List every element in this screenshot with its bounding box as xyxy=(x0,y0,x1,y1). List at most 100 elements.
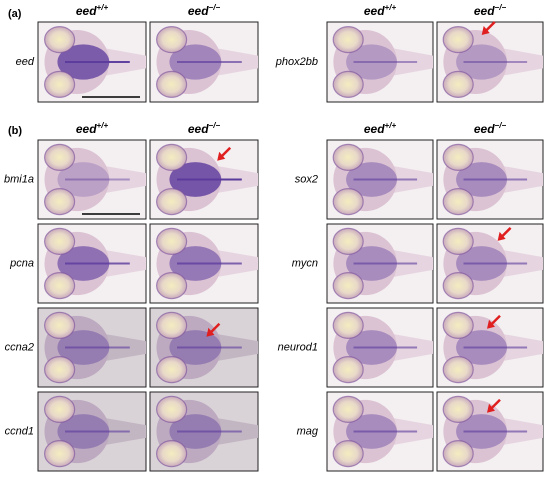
gene-label: pcna xyxy=(9,257,34,269)
eye xyxy=(332,25,364,54)
genotype: −/− xyxy=(209,121,221,130)
eye xyxy=(43,272,76,300)
genotype: +/+ xyxy=(385,121,397,130)
embryo-image xyxy=(326,21,434,103)
gene-name: eed xyxy=(76,4,97,18)
column-header: eed+/+ xyxy=(364,121,397,136)
embryo-image xyxy=(149,21,259,103)
genotype: +/+ xyxy=(97,3,109,12)
embryo-image xyxy=(149,307,259,388)
embryo-image xyxy=(149,139,259,220)
eye xyxy=(332,70,364,99)
embryo-image xyxy=(326,391,434,472)
gene-name: eed xyxy=(474,122,495,136)
eye xyxy=(442,272,474,300)
eye xyxy=(43,70,76,99)
gene-name: eed xyxy=(188,4,209,18)
gene-label: bmi1a xyxy=(4,173,34,185)
eye xyxy=(43,227,76,255)
eye xyxy=(442,143,474,171)
embryo-image xyxy=(436,21,544,103)
embryo-image xyxy=(37,391,147,472)
gene-label: mag xyxy=(297,425,319,437)
embryo-image xyxy=(149,223,259,304)
red-arrowhead xyxy=(217,151,226,161)
eye xyxy=(43,188,76,216)
embryo-image xyxy=(149,391,259,472)
eye xyxy=(156,25,188,54)
embryo-image xyxy=(436,139,544,220)
red-arrowhead xyxy=(497,231,506,241)
eye xyxy=(156,311,188,339)
genotype: −/− xyxy=(495,3,507,12)
gene-label: ccna2 xyxy=(5,341,34,353)
eye xyxy=(156,356,188,384)
eye xyxy=(43,440,76,468)
eye xyxy=(332,311,364,339)
eye xyxy=(43,395,76,423)
column-header: eed−/− xyxy=(474,121,507,136)
gene-label: mycn xyxy=(292,257,318,269)
eye xyxy=(332,188,364,216)
eye xyxy=(156,395,188,423)
gene-name: eed xyxy=(76,122,97,136)
embryo-image xyxy=(37,139,147,220)
column-header: eed+/+ xyxy=(364,3,397,18)
red-arrowhead xyxy=(487,403,495,413)
genotype: +/+ xyxy=(97,121,109,130)
eye xyxy=(43,311,76,339)
embryo-image xyxy=(436,391,544,472)
panel-label: (a) xyxy=(8,8,22,20)
eye xyxy=(442,356,474,384)
gene-label: ccnd1 xyxy=(5,425,34,437)
eye xyxy=(43,25,76,54)
eye xyxy=(442,70,474,99)
stain xyxy=(57,162,110,197)
eye xyxy=(442,188,474,216)
gene-name: eed xyxy=(474,4,495,18)
embryo-image xyxy=(37,307,147,388)
column-header: eed−/− xyxy=(188,121,221,136)
red-arrowhead xyxy=(481,26,490,35)
genotype: −/− xyxy=(495,121,507,130)
embryo-image xyxy=(436,307,544,388)
gene-name: eed xyxy=(364,122,385,136)
genotype: −/− xyxy=(209,3,221,12)
eye xyxy=(156,188,188,216)
eye xyxy=(442,440,474,468)
eye xyxy=(156,143,188,171)
embryo-image xyxy=(37,223,147,304)
eye xyxy=(442,311,474,339)
embryo-image xyxy=(326,139,434,220)
eye xyxy=(43,143,76,171)
red-arrowhead xyxy=(206,327,215,337)
eye xyxy=(442,395,474,423)
eye xyxy=(332,272,364,300)
panel-label: (b) xyxy=(8,125,22,137)
eye xyxy=(332,143,364,171)
gene-label: sox2 xyxy=(295,173,318,185)
column-header: eed+/+ xyxy=(76,3,109,18)
embryo-image xyxy=(326,223,434,304)
gene-name: eed xyxy=(364,4,385,18)
eye xyxy=(442,25,474,54)
embryo-image xyxy=(37,21,147,103)
gene-label: phox2bb xyxy=(275,56,318,68)
genotype: +/+ xyxy=(385,3,397,12)
gene-label: neurod1 xyxy=(278,341,318,353)
eye xyxy=(156,227,188,255)
eye xyxy=(442,227,474,255)
eye xyxy=(156,70,188,99)
embryo-image xyxy=(436,223,544,304)
embryo-image xyxy=(326,307,434,388)
eye xyxy=(332,395,364,423)
gene-label: eed xyxy=(16,56,35,68)
column-header: eed−/− xyxy=(188,3,221,18)
eye xyxy=(43,356,76,384)
gene-name: eed xyxy=(188,122,209,136)
column-header: eed−/− xyxy=(474,3,507,18)
eye xyxy=(332,356,364,384)
red-arrowhead xyxy=(487,319,495,329)
eye xyxy=(156,440,188,468)
